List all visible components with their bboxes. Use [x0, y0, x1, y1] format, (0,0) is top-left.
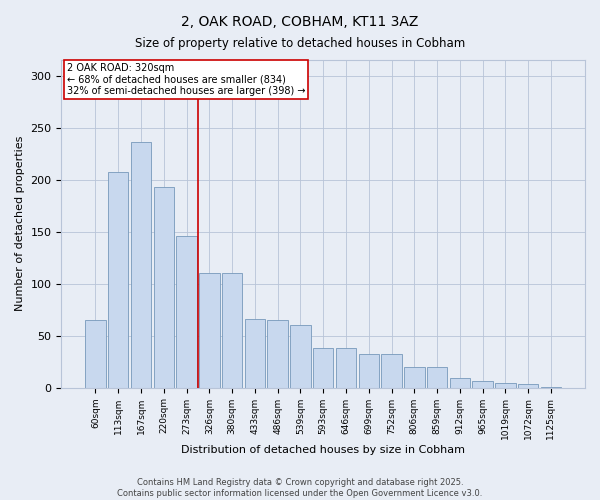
Bar: [404, 367, 425, 388]
Y-axis label: Number of detached properties: Number of detached properties: [15, 136, 25, 312]
X-axis label: Distribution of detached houses by size in Cobham: Distribution of detached houses by size …: [181, 445, 465, 455]
Text: Size of property relative to detached houses in Cobham: Size of property relative to detached ho…: [135, 38, 465, 51]
Bar: [449, 378, 470, 388]
Text: 2, OAK ROAD, COBHAM, KT11 3AZ: 2, OAK ROAD, COBHAM, KT11 3AZ: [181, 15, 419, 29]
Bar: [495, 384, 515, 388]
Bar: [199, 273, 220, 388]
Text: Contains HM Land Registry data © Crown copyright and database right 2025.
Contai: Contains HM Land Registry data © Crown c…: [118, 478, 482, 498]
Bar: [381, 354, 402, 388]
Bar: [268, 320, 288, 388]
Bar: [176, 236, 197, 388]
Bar: [427, 367, 448, 388]
Bar: [154, 187, 174, 388]
Bar: [245, 319, 265, 388]
Bar: [313, 348, 334, 388]
Bar: [131, 142, 151, 388]
Bar: [472, 382, 493, 388]
Bar: [85, 320, 106, 388]
Bar: [222, 273, 242, 388]
Bar: [359, 354, 379, 388]
Bar: [108, 172, 128, 388]
Bar: [518, 384, 538, 388]
Bar: [290, 325, 311, 388]
Text: 2 OAK ROAD: 320sqm
← 68% of detached houses are smaller (834)
32% of semi-detach: 2 OAK ROAD: 320sqm ← 68% of detached hou…: [67, 64, 305, 96]
Bar: [336, 348, 356, 388]
Bar: [541, 386, 561, 388]
